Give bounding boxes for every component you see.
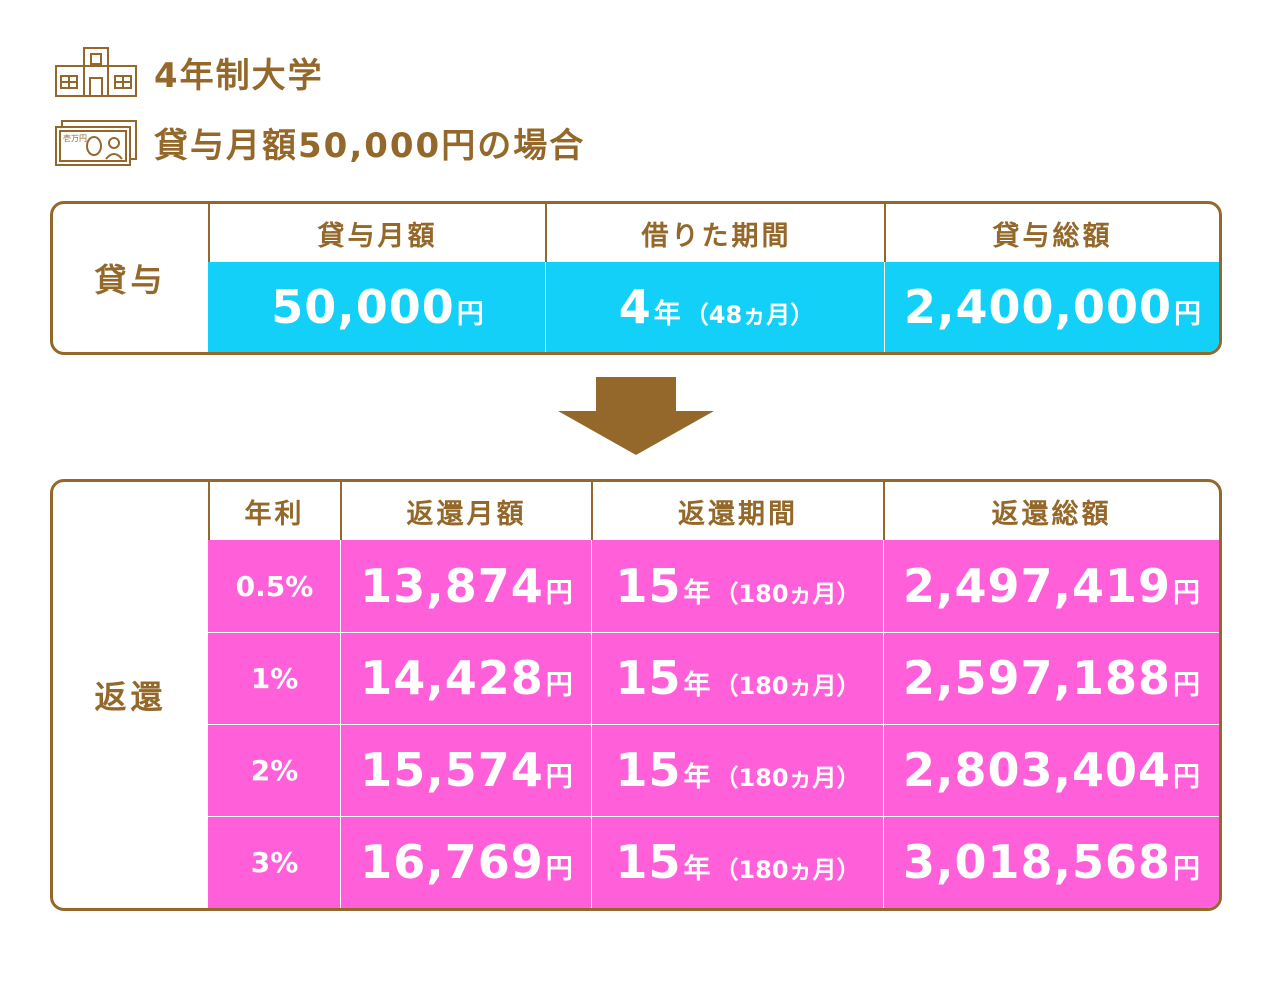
yen-unit: 円 (545, 670, 573, 701)
yen-unit: 円 (545, 578, 573, 609)
repay-header-total: 返還総額 (991, 498, 1112, 530)
table-row: 3% (208, 816, 341, 908)
yen-unit: 円 (1173, 762, 1200, 793)
year-unit: 年 (683, 854, 711, 885)
repay-table: 返還 年利 返還月額 返還期間 返還総額 0.5% 13,874 円 15 年（18… (50, 479, 1222, 911)
repay-monthly-value: 15,574 (360, 743, 544, 797)
loan-period-value: 4 (618, 280, 652, 334)
header-university: 4年制大学 (54, 46, 324, 98)
repay-period-years: 15 (615, 651, 682, 705)
loan-table: 貸与 貸与月額 借りた期間 貸与総額 50,000 円 4 年 （48ヵ月） 2… (50, 201, 1222, 355)
university-building-icon (54, 46, 138, 98)
table-row: 0.5% (208, 540, 341, 632)
year-unit: 年 (683, 670, 711, 701)
loan-period-note: （48ヵ月） (684, 301, 815, 329)
header-subtitle: 貸与月額50,000円の場合 (154, 126, 586, 166)
repay-header-monthly: 返還月額 (406, 498, 527, 530)
loan-monthly-cell: 50,000 円 (208, 262, 547, 352)
repay-period-years: 15 (615, 835, 682, 889)
repay-rate: 0.5% (235, 569, 314, 603)
repay-monthly-value: 14,428 (360, 651, 544, 705)
header-loan-amount: 壱万円 貸与月額50,000円の場合 (54, 118, 585, 167)
repay-total-cell: 2,497,419 円 (884, 540, 1219, 632)
loan-header-total: 貸与総額 (992, 220, 1113, 252)
yen-unit: 円 (1173, 854, 1200, 885)
loan-period-unit: 年 (653, 299, 681, 330)
loan-total-unit: 円 (1174, 299, 1201, 330)
repay-period-note: （180ヵ月） (714, 580, 861, 608)
year-unit: 年 (683, 762, 711, 793)
repay-rate: 3% (250, 845, 299, 879)
year-unit: 年 (683, 578, 711, 609)
repay-period-note: （180ヵ月） (714, 764, 861, 792)
table-row: 2% (208, 724, 341, 816)
repay-period-cell: 15 年（180ヵ月） (592, 632, 884, 724)
repay-total-cell: 3,018,568 円 (884, 816, 1219, 908)
banknote-icon: 壱万円 (54, 119, 138, 167)
yen-unit: 円 (545, 854, 573, 885)
repay-rate: 2% (250, 753, 299, 787)
repay-monthly-value: 13,874 (360, 559, 544, 613)
yen-unit: 円 (1173, 578, 1200, 609)
loan-label: 貸与 (53, 204, 210, 352)
repay-header-period: 返還期間 (678, 498, 798, 530)
repay-total-value: 3,018,568 (903, 835, 1171, 889)
repay-monthly-cell: 16,769 円 (341, 816, 592, 908)
repay-period-note: （180ヵ月） (714, 672, 861, 700)
repay-period-cell: 15 年（180ヵ月） (592, 816, 884, 908)
banknote-label: 壱万円 (63, 133, 87, 143)
repay-monthly-cell: 14,428 円 (341, 632, 592, 724)
down-arrow-icon (556, 377, 716, 461)
repay-period-years: 15 (615, 559, 682, 613)
repay-total-value: 2,803,404 (903, 743, 1171, 797)
repay-header-rate: 年利 (244, 498, 305, 530)
repay-period-note: （180ヵ月） (714, 856, 861, 884)
repay-rate: 1% (250, 661, 299, 695)
repay-period-cell: 15 年（180ヵ月） (592, 724, 884, 816)
table-row: 1% (208, 632, 341, 724)
loan-header-monthly: 貸与月額 (317, 220, 438, 252)
repay-period-years: 15 (615, 743, 682, 797)
repay-total-cell: 2,803,404 円 (884, 724, 1219, 816)
loan-monthly-value: 50,000 (271, 280, 455, 334)
yen-unit: 円 (545, 762, 573, 793)
loan-values-bg (208, 262, 1219, 352)
repay-period-cell: 15 年（180ヵ月） (592, 540, 884, 632)
repay-total-cell: 2,597,188 円 (884, 632, 1219, 724)
header-title: 4年制大学 (154, 55, 324, 96)
repay-monthly-value: 16,769 (360, 835, 544, 889)
loan-total-cell: 2,400,000 円 (886, 262, 1219, 352)
loan-monthly-unit: 円 (456, 299, 484, 330)
repay-label: 返還 (53, 482, 210, 908)
yen-unit: 円 (1173, 670, 1200, 701)
repay-total-value: 2,497,419 (903, 559, 1171, 613)
repay-monthly-cell: 15,574 円 (341, 724, 592, 816)
loan-header-period: 借りた期間 (641, 220, 792, 252)
repay-monthly-cell: 13,874 円 (341, 540, 592, 632)
loan-period-cell: 4 年 （48ヵ月） (547, 262, 886, 352)
loan-total-value: 2,400,000 (904, 280, 1172, 334)
repay-total-value: 2,597,188 (903, 651, 1171, 705)
